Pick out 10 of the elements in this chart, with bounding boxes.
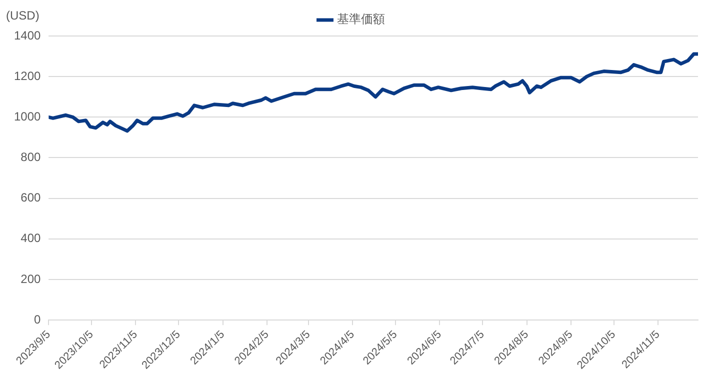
y-axis-title: (USD)	[6, 8, 40, 22]
legend-label: 基準価額	[337, 12, 385, 26]
y-tick-label: 200	[20, 272, 42, 286]
y-tick-label: 800	[20, 150, 42, 164]
y-tick-label: 400	[20, 231, 42, 246]
y-tick-label: 1200	[14, 68, 42, 83]
y-tick-label: 0	[34, 312, 42, 326]
y-tick-label: 1400	[14, 28, 42, 42]
y-tick-label: 600	[20, 190, 42, 205]
y-tick-label: 1000	[14, 109, 42, 124]
